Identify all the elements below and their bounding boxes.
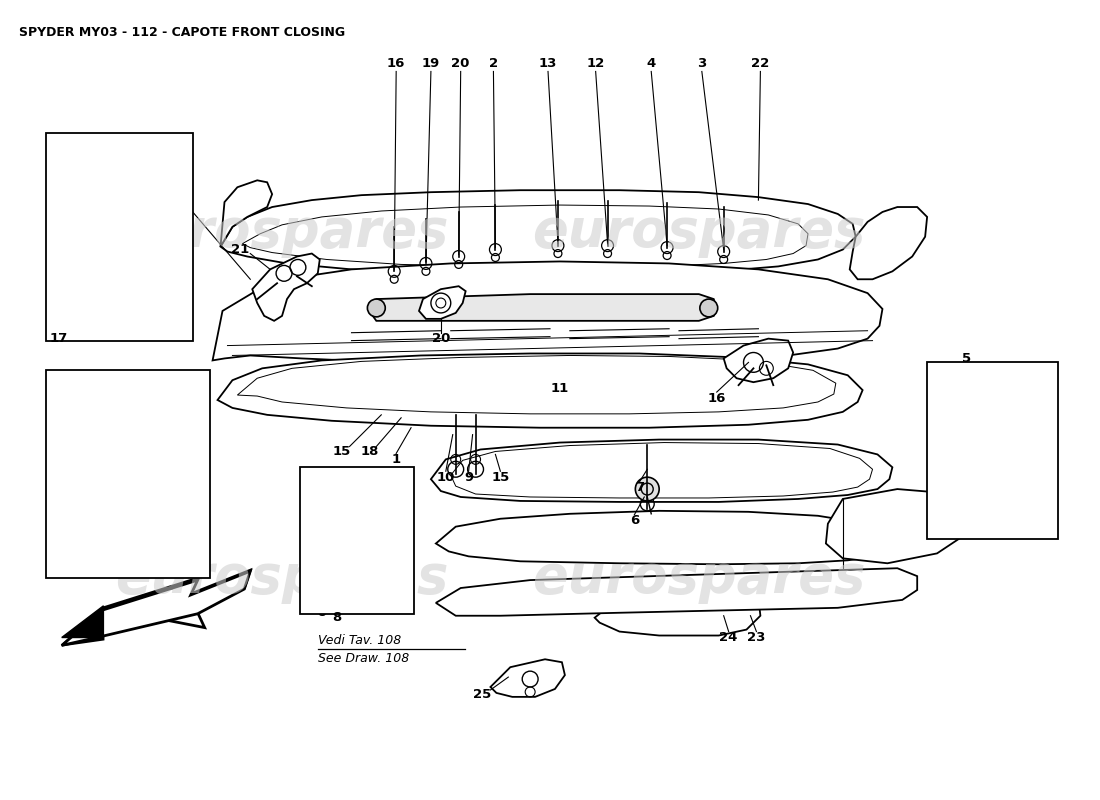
Bar (300, 467, 414, 614)
Polygon shape (72, 148, 165, 316)
Polygon shape (431, 439, 892, 502)
Text: 22: 22 (751, 57, 770, 70)
Polygon shape (826, 489, 977, 563)
Polygon shape (372, 294, 717, 321)
Circle shape (161, 396, 169, 404)
Text: 7: 7 (635, 481, 643, 494)
Text: 9: 9 (464, 470, 473, 484)
Polygon shape (103, 570, 251, 628)
Circle shape (367, 299, 385, 317)
Text: 16: 16 (707, 391, 726, 405)
Text: 20: 20 (431, 332, 450, 345)
Polygon shape (212, 262, 882, 364)
Polygon shape (419, 286, 465, 319)
Text: 17: 17 (58, 329, 76, 342)
Circle shape (636, 477, 659, 501)
Circle shape (114, 414, 122, 422)
Text: See Draw. 108: See Draw. 108 (318, 652, 409, 666)
Text: 1: 1 (392, 453, 400, 466)
Bar (927, 362, 1058, 538)
Circle shape (99, 391, 108, 399)
Polygon shape (62, 571, 251, 646)
Circle shape (121, 466, 129, 474)
Text: 12: 12 (586, 57, 605, 70)
Polygon shape (436, 511, 892, 564)
Text: eurospares: eurospares (116, 206, 449, 258)
Text: eurospares: eurospares (532, 552, 866, 604)
Polygon shape (62, 608, 103, 646)
Circle shape (101, 468, 109, 476)
Circle shape (700, 299, 717, 317)
Text: 4: 4 (647, 57, 656, 70)
Text: 10: 10 (437, 470, 455, 484)
Circle shape (79, 446, 88, 454)
Circle shape (139, 394, 147, 402)
Text: eurospares: eurospares (116, 552, 449, 604)
Polygon shape (220, 190, 856, 274)
Bar (46, 370, 210, 578)
Text: 21: 21 (231, 243, 250, 256)
Circle shape (79, 495, 88, 503)
Text: 13: 13 (539, 57, 558, 70)
Polygon shape (314, 474, 396, 602)
Text: 23: 23 (747, 631, 766, 644)
Circle shape (79, 396, 88, 404)
Text: 8: 8 (332, 611, 341, 624)
Text: 14: 14 (58, 568, 76, 581)
Text: 19: 19 (421, 57, 440, 70)
Text: 15: 15 (332, 445, 351, 458)
Text: 8: 8 (317, 606, 326, 618)
Circle shape (75, 421, 82, 429)
Polygon shape (724, 338, 793, 382)
Polygon shape (436, 568, 917, 616)
Circle shape (99, 443, 108, 451)
Text: 15: 15 (492, 470, 509, 484)
Text: SPYDER MY03 - 112 - CAPOTE FRONT CLOSING: SPYDER MY03 - 112 - CAPOTE FRONT CLOSING (19, 26, 345, 39)
Text: Vedi Tav. 108: Vedi Tav. 108 (318, 634, 402, 647)
Text: 18: 18 (360, 445, 378, 458)
Polygon shape (849, 207, 927, 279)
Text: 11: 11 (551, 382, 569, 394)
Circle shape (141, 443, 150, 451)
Text: 25: 25 (473, 688, 492, 702)
Circle shape (119, 391, 128, 399)
Text: 6: 6 (629, 514, 639, 527)
Polygon shape (595, 593, 760, 635)
Polygon shape (218, 354, 862, 428)
Polygon shape (220, 180, 272, 246)
Bar (46, 133, 192, 341)
Polygon shape (252, 254, 320, 321)
Text: 2: 2 (488, 57, 498, 70)
Text: 16: 16 (387, 57, 406, 70)
Circle shape (79, 470, 88, 478)
Circle shape (119, 442, 128, 450)
Text: 24: 24 (719, 631, 738, 644)
Text: 20: 20 (451, 57, 470, 70)
Circle shape (134, 416, 142, 424)
Circle shape (101, 493, 109, 501)
Text: 3: 3 (697, 57, 706, 70)
Circle shape (157, 418, 165, 426)
Polygon shape (945, 370, 1034, 522)
Polygon shape (62, 606, 103, 638)
Circle shape (79, 520, 88, 528)
Polygon shape (491, 659, 565, 697)
Text: 17: 17 (50, 332, 68, 345)
Text: 5: 5 (957, 523, 966, 537)
Circle shape (95, 416, 102, 424)
Polygon shape (64, 378, 188, 563)
Text: eurospares: eurospares (532, 206, 866, 258)
Text: 5: 5 (962, 352, 971, 365)
